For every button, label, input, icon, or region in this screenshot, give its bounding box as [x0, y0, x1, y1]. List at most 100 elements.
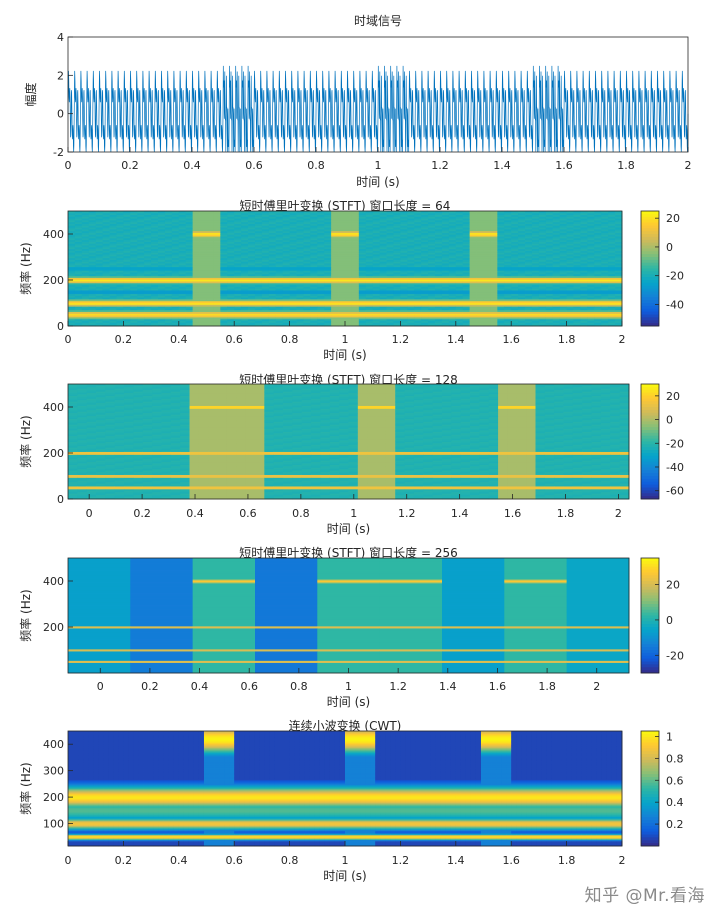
heatmap-cell [158, 236, 166, 239]
heatmap-cell [379, 237, 387, 241]
heatmap-cell [227, 311, 235, 314]
heatmap-cell [358, 266, 367, 269]
heatmap-cell [123, 216, 131, 219]
heatmap-cell [455, 236, 464, 239]
heatmap-cell [254, 309, 263, 313]
heatmap-cell [206, 239, 214, 242]
heatmap-cell [88, 245, 97, 248]
heatmap-cell [261, 290, 270, 293]
heatmap-cell [254, 311, 263, 314]
heatmap-cell [268, 252, 277, 255]
heatmap-cell [254, 221, 263, 224]
heatmap-cell [441, 223, 450, 226]
heatmap-cell [441, 218, 450, 221]
heatmap-cell [469, 311, 477, 314]
heatmap-cell [386, 239, 394, 242]
heatmap-cell [448, 291, 457, 295]
heatmap-cell [268, 279, 277, 282]
heatmap-cell [74, 270, 83, 273]
heatmap-cell [379, 241, 387, 244]
heatmap-cell [213, 299, 221, 302]
heatmap-cell [268, 277, 277, 280]
heatmap-cell [206, 281, 214, 284]
heatmap-cell [248, 221, 256, 224]
heatmap-cell [310, 324, 318, 327]
heatmap-cell [261, 275, 270, 278]
heatmap-cell [351, 254, 360, 257]
heatmap-cell [351, 266, 360, 269]
heatmap-cell [331, 309, 339, 313]
heatmap-cell [331, 216, 339, 219]
heatmap-cell [241, 290, 249, 293]
heatmap-cell [261, 297, 270, 300]
heatmap-cell [164, 268, 173, 271]
heatmap-cell [144, 308, 152, 311]
heatmap-cell [462, 291, 471, 295]
heatmap-cell [74, 255, 83, 259]
heatmap-cell [455, 241, 464, 244]
heatmap-cell [379, 315, 387, 318]
heatmap-cell [261, 302, 270, 305]
heatmap-cell [379, 290, 387, 293]
heatmap-cell [206, 227, 214, 230]
heatmap-cell [81, 302, 90, 305]
heatmap-cell [421, 259, 429, 262]
heatmap-cell [116, 322, 124, 325]
heatmap-cell [261, 272, 270, 275]
heatmap-cell [95, 212, 104, 215]
heatmap-cell [345, 279, 353, 282]
heatmap-cell [116, 286, 124, 289]
heatmap-cell [386, 277, 394, 280]
heatmap-cell [345, 293, 353, 296]
heatmap-cell [109, 320, 117, 323]
heatmap-cell [421, 223, 429, 226]
heatmap-cell [199, 320, 207, 323]
heatmap-cell [296, 243, 304, 246]
heatmap-cell [338, 304, 346, 307]
heatmap-cell [81, 245, 90, 248]
heatmap-cell [407, 250, 415, 253]
heatmap-cell [393, 295, 401, 298]
heatmap-cell [421, 239, 429, 242]
heatmap-cell [421, 275, 429, 278]
heatmap-cell [81, 264, 90, 268]
heatmap-cell [109, 273, 117, 277]
heatmap-cell [289, 254, 297, 257]
heatmap-cell [164, 212, 173, 215]
heatmap-cell [441, 277, 450, 280]
heatmap-cell [206, 277, 214, 280]
heatmap-cell [469, 284, 477, 287]
heatmap-cell [435, 273, 443, 277]
heatmap-cell [261, 279, 270, 282]
heatmap-cell [455, 237, 464, 241]
heatmap-cell [476, 237, 484, 241]
heatmap-cell [393, 317, 401, 320]
heatmap-cell [358, 237, 367, 241]
heatmap-cell [275, 302, 284, 305]
heatmap-cell [296, 230, 304, 233]
heatmap-cell [483, 284, 491, 287]
heatmap-cell [310, 252, 318, 255]
heatmap-cell [317, 277, 325, 280]
heatmap-cell [151, 282, 159, 286]
heatmap-cell [248, 225, 256, 228]
heatmap-cell [317, 223, 325, 226]
heatmap-cell [95, 309, 104, 313]
heatmap-cell [365, 266, 374, 269]
heatmap-cell [296, 221, 304, 224]
heatmap-cell [268, 246, 277, 250]
heatmap-cell [386, 306, 394, 309]
heatmap-cell [483, 315, 491, 318]
heatmap-cell [213, 275, 221, 278]
heatmap-cell [351, 212, 360, 215]
heatmap-cell [448, 273, 457, 277]
heatmap-cell [372, 234, 381, 237]
heatmap-cell [365, 277, 374, 280]
heatmap-cell [407, 284, 415, 287]
heatmap-cell [151, 290, 159, 293]
heatmap-cell [109, 290, 117, 293]
heatmap-cell [310, 295, 318, 298]
heatmap-cell [462, 322, 471, 325]
heatmap-cell [178, 216, 187, 219]
heatmap-cell [74, 272, 83, 275]
